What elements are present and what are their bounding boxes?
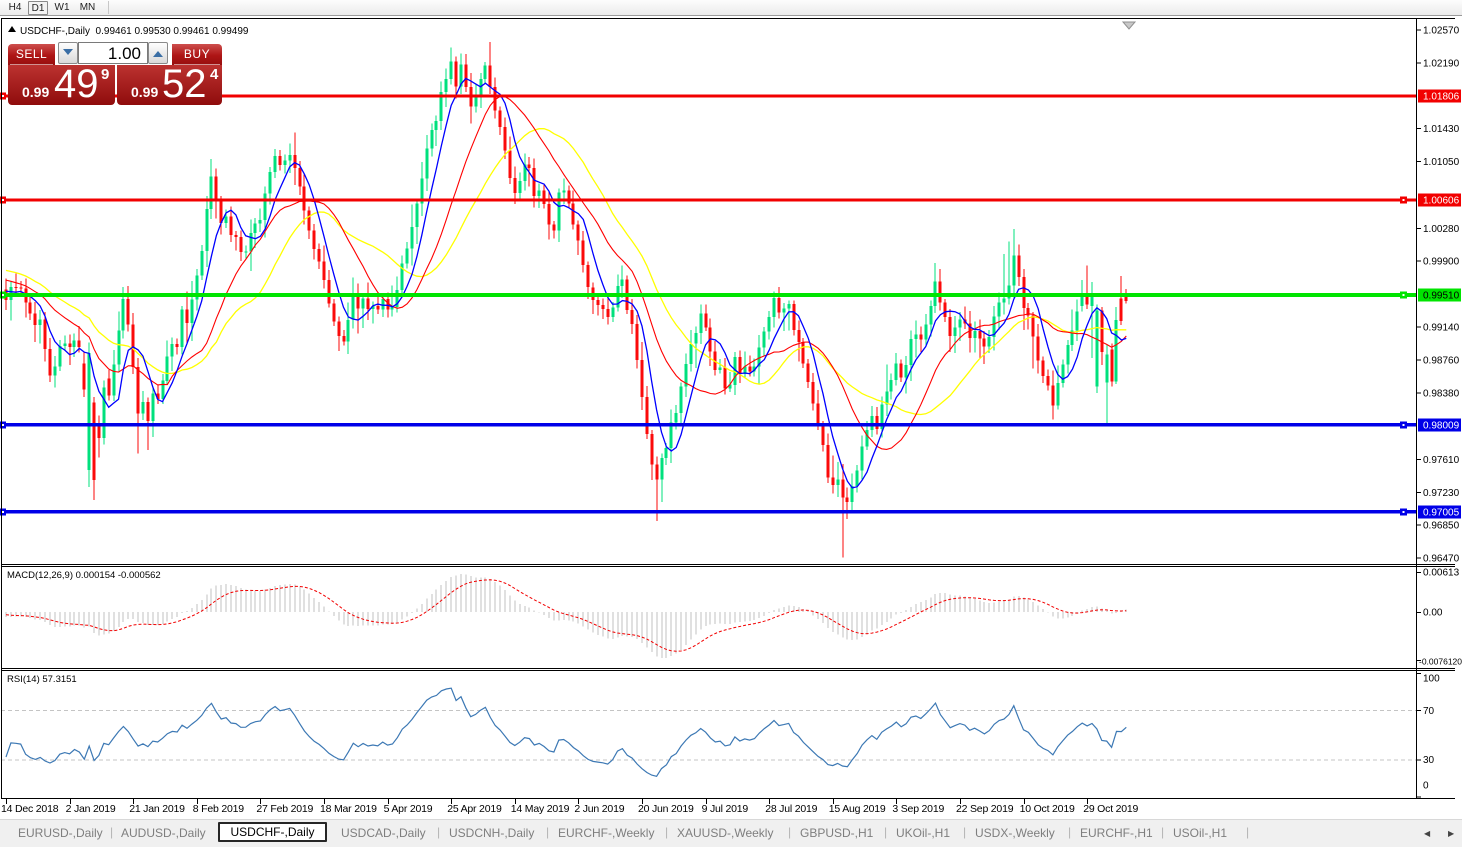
svg-text:28 Jul 2019: 28 Jul 2019 [765, 803, 817, 815]
svg-text:8 Feb 2019: 8 Feb 2019 [193, 803, 244, 815]
svg-text:70: 70 [1423, 706, 1435, 717]
svg-text:0.96850: 0.96850 [1423, 521, 1460, 532]
svg-text:USDCHF-,Daily 0.99461 0.99530: USDCHF-,Daily 0.99461 0.99530 0.99461 0.… [20, 26, 249, 37]
svg-text:18 Mar 2019: 18 Mar 2019 [320, 803, 377, 815]
svg-text:0.99510: 0.99510 [1423, 290, 1460, 301]
svg-text:20 Jun 2019: 20 Jun 2019 [638, 803, 694, 815]
svg-text:0.97230: 0.97230 [1423, 488, 1460, 499]
svg-text:0.00613: 0.00613 [1423, 568, 1460, 579]
svg-text:21 Jan 2019: 21 Jan 2019 [129, 803, 185, 815]
svg-text:27 Feb 2019: 27 Feb 2019 [256, 803, 313, 815]
svg-text:0.98009: 0.98009 [1423, 420, 1460, 431]
svg-text:5 Apr 2019: 5 Apr 2019 [384, 803, 433, 815]
svg-text:14 Dec 2018: 14 Dec 2018 [1, 803, 59, 815]
svg-text:29 Oct 2019: 29 Oct 2019 [1083, 803, 1138, 815]
svg-text:-0.0076120: -0.0076120 [1419, 657, 1462, 667]
svg-text:15 Aug 2019: 15 Aug 2019 [829, 803, 886, 815]
svg-text:14 May 2019: 14 May 2019 [511, 803, 570, 815]
svg-text:1.00606: 1.00606 [1423, 196, 1460, 207]
svg-text:0.00: 0.00 [1423, 608, 1443, 619]
svg-text:0.99140: 0.99140 [1423, 322, 1460, 333]
svg-text:1.02570: 1.02570 [1423, 26, 1460, 37]
svg-text:9 Jul 2019: 9 Jul 2019 [702, 803, 749, 815]
svg-text:25 Apr 2019: 25 Apr 2019 [447, 803, 502, 815]
svg-text:10 Oct 2019: 10 Oct 2019 [1020, 803, 1075, 815]
svg-text:1.01050: 1.01050 [1423, 157, 1460, 168]
svg-text:2 Jun 2019: 2 Jun 2019 [574, 803, 624, 815]
svg-text:RSI(14) 57.3151: RSI(14) 57.3151 [7, 674, 77, 685]
svg-text:0: 0 [1423, 781, 1429, 792]
svg-text:2 Jan 2019: 2 Jan 2019 [66, 803, 116, 815]
svg-text:0.98380: 0.98380 [1423, 388, 1460, 399]
svg-text:1.01430: 1.01430 [1423, 124, 1460, 135]
svg-text:100: 100 [1423, 674, 1440, 685]
svg-text:1.02190: 1.02190 [1423, 58, 1460, 69]
svg-text:0.99900: 0.99900 [1423, 257, 1460, 268]
svg-text:MACD(12,26,9) 0.000154 -0.0005: MACD(12,26,9) 0.000154 -0.000562 [7, 570, 161, 581]
svg-text:22 Sep 2019: 22 Sep 2019 [956, 803, 1014, 815]
svg-text:0.97610: 0.97610 [1423, 455, 1460, 466]
svg-text:0.97005: 0.97005 [1423, 507, 1460, 518]
svg-text:1.00280: 1.00280 [1423, 224, 1460, 235]
svg-text:30: 30 [1423, 755, 1435, 766]
svg-text:1.01806: 1.01806 [1423, 92, 1460, 103]
svg-text:0.96470: 0.96470 [1423, 554, 1460, 565]
svg-text:0.98760: 0.98760 [1423, 355, 1460, 366]
svg-text:3 Sep 2019: 3 Sep 2019 [892, 803, 944, 815]
